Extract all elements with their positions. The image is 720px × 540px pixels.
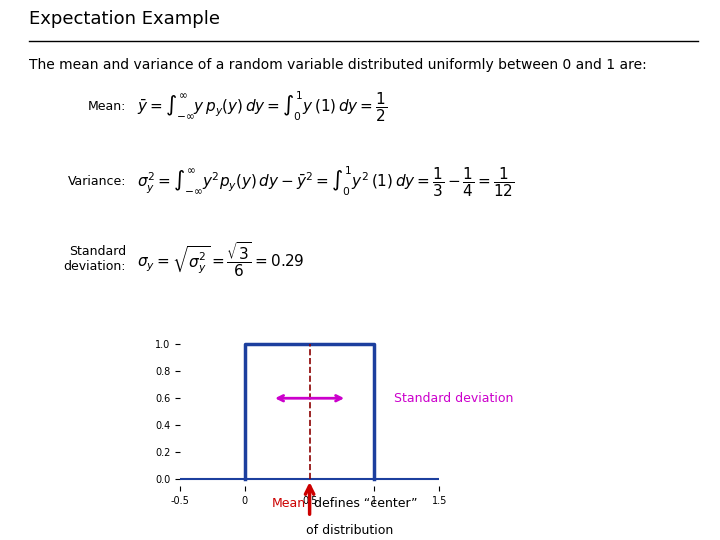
Text: Expectation Example: Expectation Example <box>29 10 220 28</box>
Text: Mean:: Mean: <box>88 100 126 113</box>
Text: $\bar{y} = \int_{-\infty}^{\infty} y\, p_y(y)\, dy = \int_{0}^{1} y\,(1)\, dy = : $\bar{y} = \int_{-\infty}^{\infty} y\, p… <box>137 90 387 124</box>
Text: $\sigma_y = \sqrt{\sigma_y^2} = \dfrac{\sqrt{3}}{6} = 0.29$: $\sigma_y = \sqrt{\sigma_y^2} = \dfrac{\… <box>137 240 304 279</box>
Text: Standard
deviation:: Standard deviation: <box>63 245 126 273</box>
Text: defines “center”: defines “center” <box>310 497 417 510</box>
Text: $\sigma_y^2 = \int_{-\infty}^{\infty} y^2 p_y(y)\, dy - \bar{y}^2 = \int_{0}^{1}: $\sigma_y^2 = \int_{-\infty}^{\infty} y^… <box>137 164 514 199</box>
Text: Mean: Mean <box>272 497 307 510</box>
Text: Standard deviation: Standard deviation <box>394 392 513 405</box>
Text: The mean and variance of a random variable distributed uniformly between 0 and 1: The mean and variance of a random variab… <box>29 58 647 72</box>
Text: of distribution: of distribution <box>307 524 394 537</box>
Text: Variance:: Variance: <box>68 175 126 188</box>
